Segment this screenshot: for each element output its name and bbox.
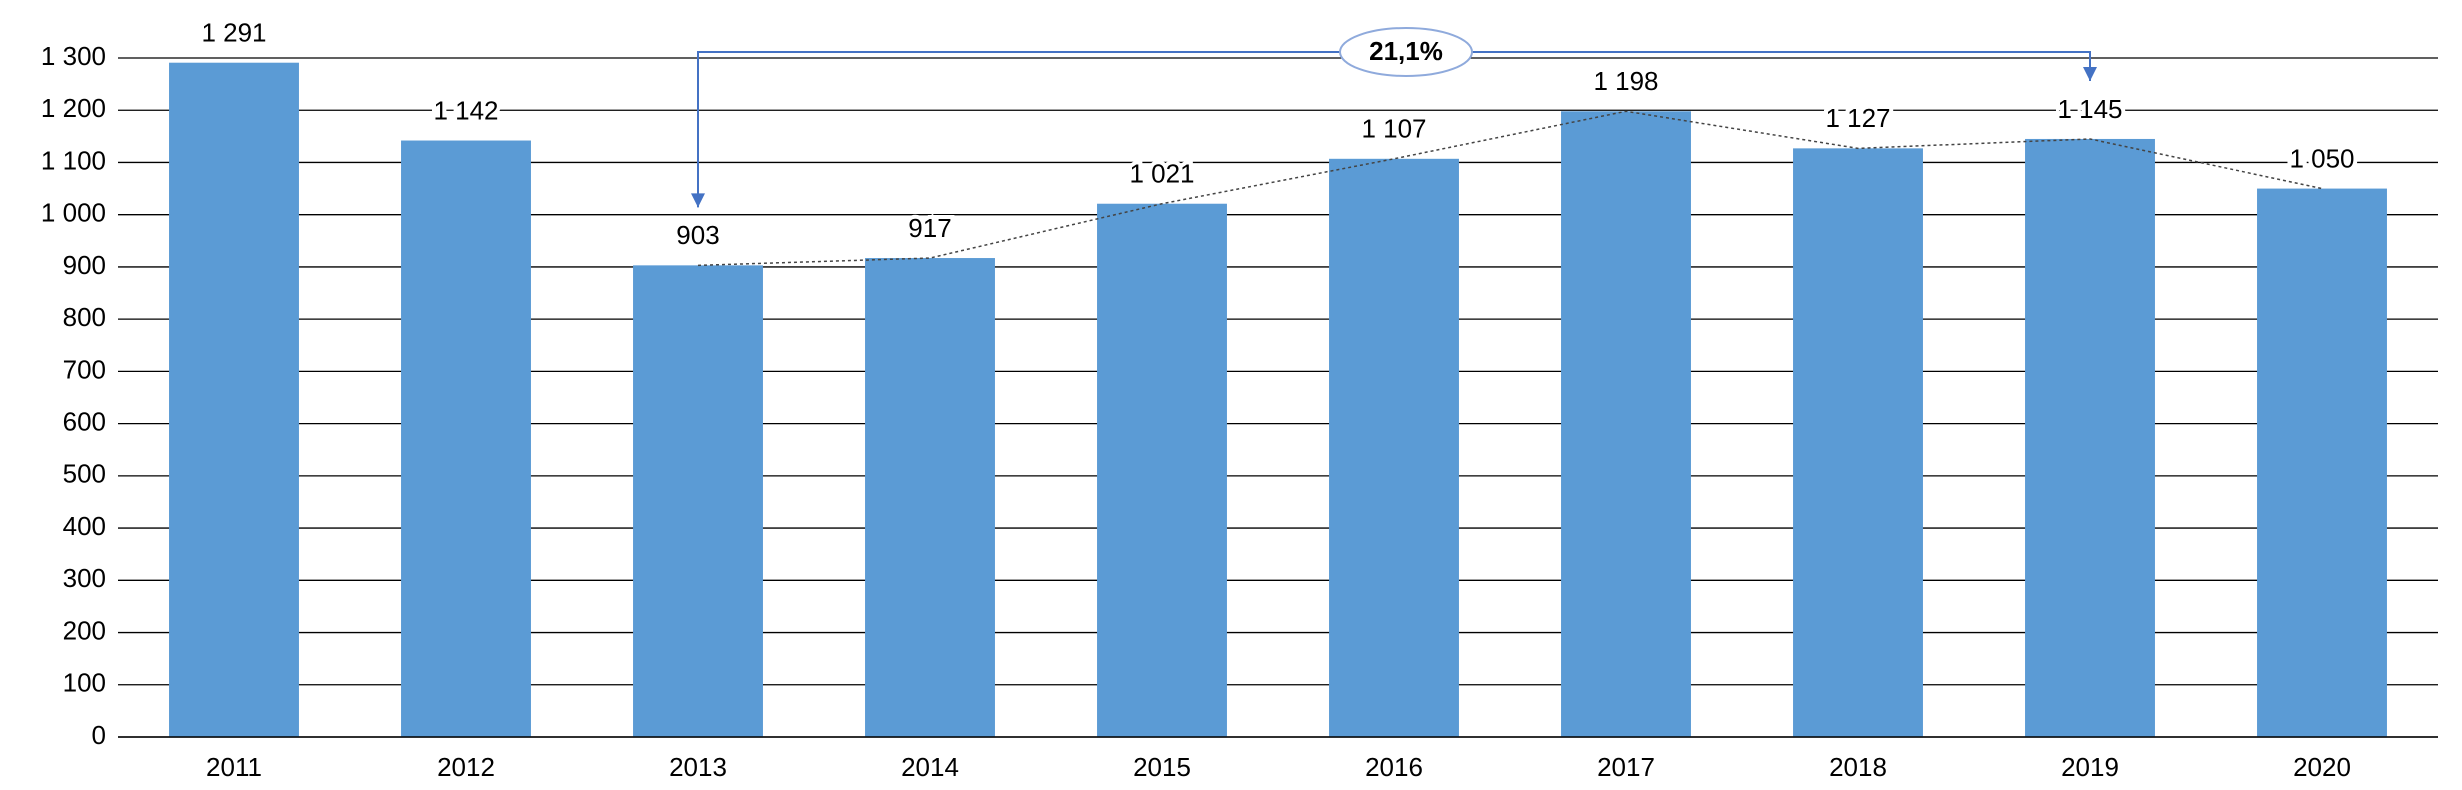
bar: [2257, 188, 2387, 738]
x-tick-label: 2020: [2293, 752, 2351, 782]
bar: [169, 62, 299, 738]
x-tick-label: 2014: [901, 752, 959, 782]
y-tick-label: 300: [63, 563, 106, 593]
y-tick-label: 400: [63, 511, 106, 541]
y-tick-label: 900: [63, 250, 106, 280]
y-tick-label: 200: [63, 615, 106, 645]
y-tick-label: 0: [92, 720, 106, 750]
x-tick-label: 2017: [1597, 752, 1655, 782]
y-tick-label: 1 200: [41, 93, 106, 123]
bar: [2025, 138, 2155, 737]
value-label: 1 142: [433, 95, 498, 125]
y-tick-label: 1 100: [41, 145, 106, 175]
x-tick-label: 2015: [1133, 752, 1191, 782]
value-label: 917: [908, 213, 951, 243]
y-tick-label: 800: [63, 302, 106, 332]
x-tick-label: 2011: [206, 752, 262, 782]
annotation: 21,1%: [1369, 36, 1443, 66]
value-label: 1 021: [1129, 159, 1194, 189]
arrow-head: [2083, 66, 2097, 81]
bar: [633, 265, 763, 737]
bar: [1793, 148, 1923, 737]
x-tick-label: 2012: [437, 752, 495, 782]
bar: [1329, 158, 1459, 737]
x-tick-label: 2019: [2061, 752, 2119, 782]
y-tick-label: 500: [63, 459, 106, 489]
bar: [1561, 111, 1691, 737]
bar: [865, 258, 995, 737]
y-tick-label: 1 300: [41, 41, 106, 71]
x-tick-label: 2013: [669, 752, 727, 782]
arrow-head: [691, 193, 705, 208]
value-label: 1 198: [1593, 66, 1658, 96]
y-tick-label: 700: [63, 354, 106, 384]
x-tick-label: 2018: [1829, 752, 1887, 782]
value-label: 1 050: [2289, 143, 2354, 173]
value-label: 1 291: [201, 18, 266, 48]
y-tick-label: 600: [63, 406, 106, 436]
y-tick-label: 100: [63, 668, 106, 698]
bar: [1097, 203, 1227, 737]
x-tick-label: 2016: [1365, 752, 1423, 782]
annotation-bubble: [1339, 27, 1473, 77]
bar: [401, 140, 531, 738]
value-label: 1 127: [1825, 103, 1890, 133]
trend-line: [697, 110, 2323, 267]
value-label: 1 107: [1361, 114, 1426, 144]
y-tick-label: 1 000: [41, 198, 106, 228]
value-label: 1 145: [2057, 94, 2122, 124]
value-label: 903: [676, 220, 719, 250]
